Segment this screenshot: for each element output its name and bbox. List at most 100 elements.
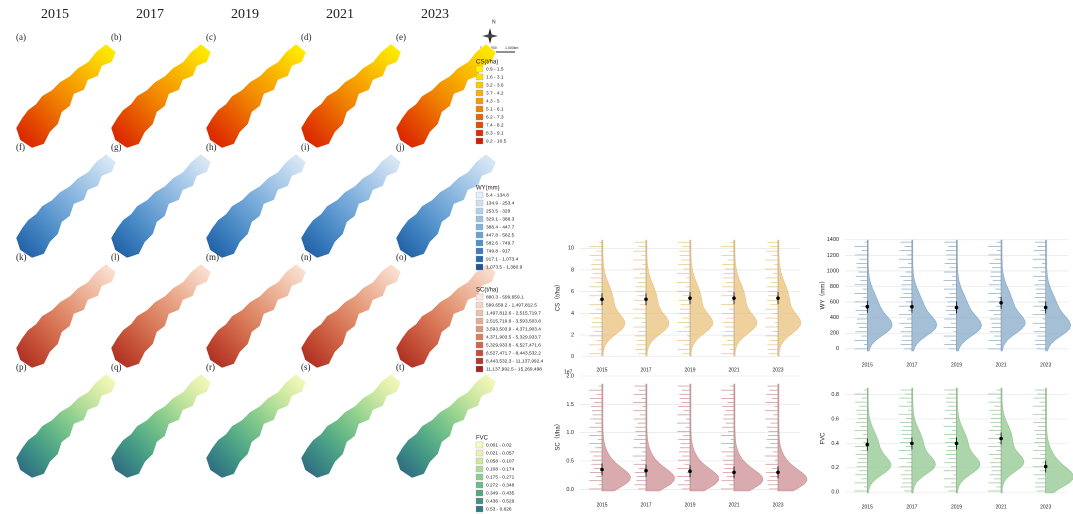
panel-label: (e)	[396, 32, 406, 42]
x-tick-label: 2017	[906, 362, 917, 368]
legend-swatch	[475, 263, 484, 271]
y-tick-label: 0.0	[831, 490, 839, 496]
violin	[689, 239, 714, 357]
legend-swatch	[475, 247, 484, 255]
legend-swatch	[475, 255, 484, 263]
panel-label: (m)	[206, 252, 219, 262]
legend-title: FVC	[476, 436, 489, 442]
panel-label: (c)	[206, 32, 216, 42]
mean-point	[865, 442, 870, 447]
legend-title: SC(t/ha)	[476, 288, 498, 294]
panel-label: (h)	[206, 142, 217, 152]
panel-label: (f)	[16, 142, 25, 152]
legend-label: 447.8 - 582.5	[486, 232, 515, 238]
legend-label: 8,443,532.3 - 11,137,992.4	[486, 358, 544, 364]
year-header: 2023	[421, 7, 449, 22]
legend-label: 3,593,503.9 - 4,371,903.4	[486, 326, 541, 332]
violin	[956, 239, 982, 352]
panel-label: (b)	[111, 32, 122, 42]
violin	[1045, 239, 1072, 352]
legend-label: 6.2 - 7.3	[486, 114, 504, 120]
y-axis-label: FVC	[821, 432, 827, 445]
north-label: N	[492, 19, 496, 25]
legend-title: WY(mm)	[476, 186, 500, 192]
legend-swatch	[475, 215, 484, 223]
map	[205, 263, 307, 369]
legend-label: 329.1 - 388.3	[486, 216, 515, 222]
panel-label: (j)	[396, 142, 405, 152]
legend-label: 0.53 - 0.626	[486, 506, 512, 512]
x-tick-label: 2023	[1040, 504, 1051, 510]
violin	[956, 387, 981, 494]
mean-point	[732, 296, 736, 300]
mean-point	[732, 470, 736, 475]
legend-swatch	[475, 357, 484, 365]
legend-label: 3.2 - 3.6	[486, 82, 504, 88]
legend-label: 0.058 - 0.107	[486, 458, 515, 464]
panel-label: (i)	[301, 142, 310, 152]
map	[110, 263, 212, 369]
y-axis-label: CS（t/ha）	[555, 281, 562, 311]
legend-swatch	[475, 105, 484, 113]
legend-swatch	[475, 73, 484, 81]
mean-point	[910, 304, 914, 309]
map	[300, 153, 402, 259]
legend-swatch	[475, 207, 484, 215]
legend-swatch	[475, 97, 484, 105]
panel-label: (o)	[396, 252, 407, 262]
mean-point	[865, 304, 870, 309]
violin	[645, 383, 675, 492]
legend-label: 0.001 - 0.02	[486, 442, 512, 448]
y-tick-label: 0	[836, 346, 839, 352]
legend-label: 6,527,471.7 - 8,443,532.2	[486, 350, 541, 356]
legend-label: 599,659.2 - 1,497,812.5	[486, 302, 537, 308]
legend-swatch	[475, 349, 484, 357]
legend-label: 4,371,903.5 - 5,329,933.7	[486, 334, 541, 340]
y-tick-label: 0.2	[831, 465, 839, 471]
x-tick-label: 2015	[596, 502, 607, 508]
x-tick-label: 2019	[951, 362, 962, 368]
violin	[689, 383, 719, 492]
legend-label: 0.436 - 0.529	[486, 498, 515, 504]
y-tick-label: 0.0	[566, 487, 574, 493]
y-tick-label: 2.0	[566, 373, 574, 379]
violin	[911, 239, 938, 352]
y-tick-label: 2	[571, 333, 574, 339]
legend-label: 0.272 - 0.348	[486, 482, 515, 488]
y-tick-label: 0	[571, 354, 574, 360]
mean-point	[999, 301, 1003, 305]
x-tick-label: 2017	[640, 367, 651, 373]
x-tick-label: 2017	[640, 502, 651, 508]
legend-swatch	[475, 191, 484, 199]
legend-label: 1,497,812.6 - 2,515,719.7	[486, 310, 541, 316]
legend-label: 1.6 - 3.1	[486, 74, 504, 80]
legend-swatch	[475, 89, 484, 97]
legend-label: 582.6 - 749.7	[486, 240, 515, 246]
violin	[733, 383, 764, 492]
violin	[867, 387, 892, 494]
mean-point	[600, 297, 604, 302]
offset-label: 1e7	[564, 369, 573, 375]
panel-label: (r)	[206, 362, 215, 372]
legend-label: 2,515,719.8 - 3,593,503.8	[486, 318, 541, 324]
mean-point	[954, 441, 959, 446]
legend-swatch	[475, 137, 484, 145]
y-tick-label: 800	[830, 284, 839, 290]
legend-swatch	[475, 81, 484, 89]
x-tick-label: 2019	[684, 502, 695, 508]
legend-label: 0.9 - 1.5	[486, 66, 504, 72]
mean-point	[1043, 464, 1048, 469]
panel-label: (t)	[396, 362, 405, 372]
map	[205, 153, 307, 259]
legend-label: 0.349 - 0.435	[486, 490, 515, 496]
violin	[777, 383, 808, 492]
legend-swatch	[475, 457, 484, 465]
panel-label: (p)	[16, 362, 27, 372]
mean-point	[910, 441, 914, 446]
y-tick-label: 6	[571, 289, 574, 295]
legend-label: 0.175 - 0.271	[486, 474, 515, 480]
legend-swatch	[475, 65, 484, 73]
y-tick-label: 8	[571, 267, 574, 273]
mean-point	[999, 436, 1003, 441]
legend-swatch	[475, 441, 484, 449]
